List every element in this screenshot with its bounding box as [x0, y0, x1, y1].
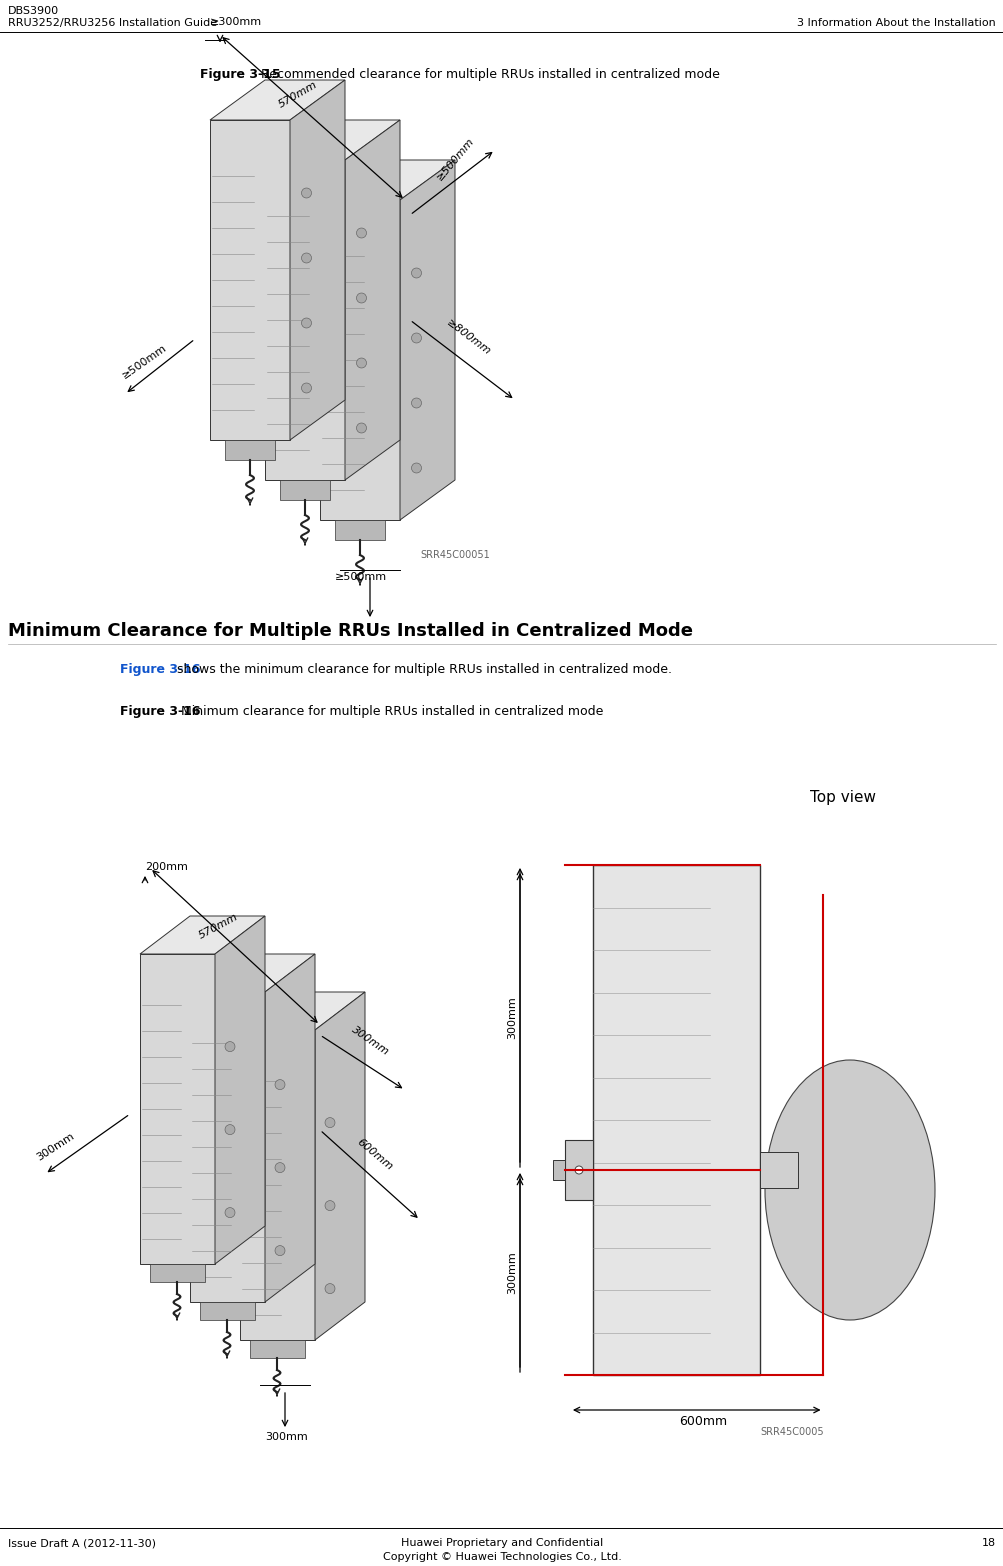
Polygon shape: [399, 160, 454, 520]
Circle shape: [225, 1041, 235, 1052]
Circle shape: [325, 1201, 335, 1211]
Bar: [320, 200, 399, 520]
Polygon shape: [215, 916, 265, 1264]
Text: ≥500mm: ≥500mm: [434, 135, 476, 182]
Text: Recommended clearance for multiple RRUs installed in centralized mode: Recommended clearance for multiple RRUs …: [257, 67, 719, 81]
Text: 570mm: 570mm: [197, 911, 240, 941]
Circle shape: [301, 254, 311, 263]
Text: 600mm: 600mm: [678, 1416, 726, 1428]
Circle shape: [325, 1284, 335, 1294]
Text: 300mm: 300mm: [507, 1251, 517, 1295]
Text: SRR45C00051: SRR45C00051: [419, 550, 489, 561]
Text: Minimum clearance for multiple RRUs installed in centralized mode: Minimum clearance for multiple RRUs inst…: [177, 705, 603, 717]
Polygon shape: [190, 954, 315, 991]
Text: Top view: Top view: [809, 789, 876, 805]
Polygon shape: [149, 1264, 205, 1283]
Text: 200mm: 200mm: [144, 861, 188, 872]
Bar: [553, 1160, 565, 1181]
Text: ≥300mm: ≥300mm: [210, 17, 262, 27]
Circle shape: [301, 318, 311, 327]
Text: ≥500mm: ≥500mm: [120, 343, 169, 381]
Circle shape: [411, 398, 421, 409]
Text: Copyright © Huawei Technologies Co., Ltd.: Copyright © Huawei Technologies Co., Ltd…: [382, 1552, 621, 1561]
Text: Figure 3-15: Figure 3-15: [200, 67, 281, 81]
Text: 18: 18: [981, 1538, 995, 1549]
Text: 300mm: 300mm: [507, 996, 517, 1040]
Circle shape: [411, 464, 421, 473]
Text: shows the minimum clearance for multiple RRUs installed in centralized mode.: shows the minimum clearance for multiple…: [173, 662, 671, 677]
Text: 3 Information About the Installation: 3 Information About the Installation: [796, 17, 995, 28]
Polygon shape: [139, 916, 265, 954]
Text: Minimum Clearance for Multiple RRUs Installed in Centralized Mode: Minimum Clearance for Multiple RRUs Inst…: [8, 622, 692, 640]
Polygon shape: [290, 80, 345, 440]
Circle shape: [356, 293, 366, 302]
Polygon shape: [345, 121, 399, 481]
Text: ≥500mm: ≥500mm: [335, 572, 387, 583]
Circle shape: [411, 334, 421, 343]
Bar: [565, 1140, 593, 1200]
Bar: [593, 864, 759, 1375]
Circle shape: [411, 268, 421, 279]
Circle shape: [356, 359, 366, 368]
Text: 300mm: 300mm: [265, 1431, 308, 1442]
Bar: [759, 1153, 797, 1189]
Polygon shape: [265, 121, 399, 160]
Text: 600mm: 600mm: [355, 1137, 394, 1171]
Polygon shape: [225, 440, 275, 460]
Text: Huawei Proprietary and Confidential: Huawei Proprietary and Confidential: [400, 1538, 603, 1549]
Text: ≥800mm: ≥800mm: [444, 318, 492, 357]
Bar: [139, 954, 215, 1264]
Bar: [240, 1030, 315, 1340]
Polygon shape: [240, 991, 365, 1030]
Polygon shape: [210, 80, 345, 121]
Circle shape: [275, 1079, 285, 1090]
Circle shape: [575, 1167, 583, 1174]
Polygon shape: [250, 1340, 305, 1358]
Circle shape: [356, 423, 366, 434]
Text: Figure 3-16: Figure 3-16: [120, 662, 201, 677]
Ellipse shape: [764, 1060, 934, 1320]
Text: 300mm: 300mm: [35, 1131, 76, 1164]
Polygon shape: [265, 954, 315, 1301]
Circle shape: [225, 1207, 235, 1218]
Text: 570mm: 570mm: [277, 80, 319, 110]
Circle shape: [325, 1118, 335, 1128]
Bar: [265, 160, 345, 481]
Text: SRR45C0005: SRR45C0005: [759, 1427, 822, 1438]
Text: Issue Draft A (2012-11-30): Issue Draft A (2012-11-30): [8, 1538, 155, 1549]
Text: DBS3900: DBS3900: [8, 6, 59, 16]
Circle shape: [356, 229, 366, 238]
Polygon shape: [315, 991, 365, 1340]
Circle shape: [275, 1245, 285, 1256]
Circle shape: [275, 1162, 285, 1173]
Polygon shape: [200, 1301, 255, 1320]
Circle shape: [225, 1124, 235, 1135]
Circle shape: [301, 384, 311, 393]
Circle shape: [301, 188, 311, 197]
Polygon shape: [335, 520, 384, 540]
Polygon shape: [320, 160, 454, 200]
Polygon shape: [280, 481, 330, 500]
Bar: [210, 121, 290, 440]
Text: 300mm: 300mm: [350, 1024, 391, 1057]
Bar: [190, 991, 265, 1301]
Text: Figure 3-16: Figure 3-16: [120, 705, 201, 717]
Text: RRU3252/RRU3256 Installation Guide: RRU3252/RRU3256 Installation Guide: [8, 17, 217, 28]
